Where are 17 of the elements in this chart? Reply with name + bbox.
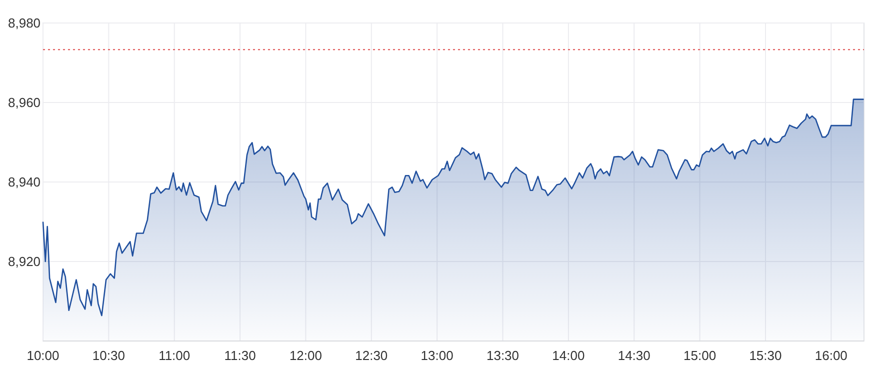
x-tick-label: 14:30 (618, 348, 650, 363)
y-tick-label: 8,960 (8, 95, 41, 110)
x-tick-label: 10:00 (26, 348, 60, 363)
x-tick-label: 13:00 (420, 348, 454, 363)
y-tick-label: 8,940 (8, 174, 41, 190)
x-tick-label: 15:30 (749, 348, 782, 363)
x-tick-label: 15:00 (684, 348, 716, 363)
y-tick-label: 8,920 (8, 254, 41, 270)
x-tick-label: 13:30 (486, 348, 520, 363)
x-tick-label: 12:30 (355, 348, 388, 363)
x-tick-label: 14:00 (552, 348, 585, 363)
x-tick-label: 11:30 (224, 348, 256, 363)
x-tick-label: 11:00 (158, 348, 190, 363)
x-tick-label: 10:30 (92, 348, 125, 363)
x-tick-label: 12:00 (289, 348, 322, 363)
x-tick-label: 16:00 (814, 348, 848, 363)
y-tick-label: 8,980 (8, 16, 41, 31)
